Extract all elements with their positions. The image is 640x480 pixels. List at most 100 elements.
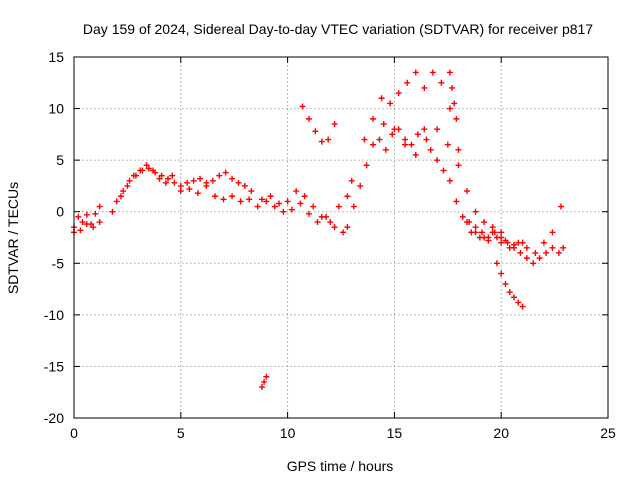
data-point — [254, 203, 261, 210]
y-tick-label: 15 — [48, 49, 64, 65]
data-point — [117, 193, 124, 200]
data-point — [412, 151, 419, 158]
data-point — [481, 219, 488, 226]
data-point — [263, 198, 270, 205]
data-point — [357, 182, 364, 189]
y-tick-label: -10 — [44, 307, 64, 323]
data-point — [478, 229, 485, 236]
data-point — [150, 167, 157, 174]
data-point — [446, 105, 453, 112]
data-point — [318, 213, 325, 220]
data-point — [408, 141, 415, 148]
series-late — [464, 203, 565, 256]
data-point — [130, 172, 137, 179]
data-point — [440, 167, 447, 174]
data-point — [489, 224, 496, 231]
data-point — [421, 126, 428, 133]
series-morning — [109, 165, 255, 215]
data-point — [427, 146, 434, 153]
data-point — [169, 172, 176, 179]
data-point — [363, 162, 370, 169]
data-point — [261, 378, 268, 385]
chart-title: Day 159 of 2024, Sidereal Day-to-day VTE… — [83, 21, 593, 37]
data-point — [378, 95, 385, 102]
data-point — [498, 239, 505, 246]
data-point — [498, 229, 505, 236]
plot-frame — [73, 56, 609, 419]
data-point — [348, 177, 355, 184]
series-evening-high — [361, 69, 505, 236]
data-point — [493, 234, 500, 241]
data-point — [549, 244, 556, 251]
data-point — [523, 255, 530, 262]
data-point — [549, 229, 556, 236]
series-midday-b — [258, 177, 355, 226]
y-tick-label: 0 — [56, 204, 64, 220]
data-point — [203, 182, 210, 189]
data-point — [216, 172, 223, 179]
data-point — [258, 196, 265, 203]
series-evening-rise — [344, 126, 567, 267]
data-point — [540, 239, 547, 246]
data-point — [229, 193, 236, 200]
series-spike — [446, 69, 460, 122]
data-point — [560, 244, 567, 251]
data-point — [453, 115, 460, 122]
data-point — [96, 203, 103, 210]
data-point — [235, 179, 242, 186]
data-point — [404, 79, 411, 86]
data-point — [158, 172, 165, 179]
data-point — [164, 175, 171, 182]
data-point — [370, 115, 377, 122]
data-point — [506, 244, 513, 251]
data-point — [434, 157, 441, 164]
data-point — [468, 229, 475, 236]
data-point — [156, 175, 163, 182]
y-tick-label: -15 — [44, 358, 64, 374]
data-point — [453, 198, 460, 205]
data-point — [340, 229, 347, 236]
data-point — [446, 69, 453, 76]
series-isolated-low — [258, 373, 270, 391]
data-point — [361, 136, 368, 143]
data-point — [109, 208, 116, 215]
data-point — [120, 188, 127, 195]
ticks-layer: 0 5 10 15 20 25 -20 -15 -10 -5 0 5 10 15 — [44, 49, 616, 441]
data-point — [402, 141, 409, 148]
data-point — [498, 270, 505, 277]
series-midday — [177, 182, 347, 236]
data-point — [555, 249, 562, 256]
data-point — [145, 165, 152, 172]
points-layer — [71, 69, 567, 391]
data-point — [464, 219, 471, 226]
data-point — [421, 84, 428, 91]
data-point — [395, 90, 402, 97]
data-point — [414, 131, 421, 138]
data-point — [258, 384, 265, 391]
data-point — [83, 211, 90, 218]
data-point — [530, 260, 537, 267]
grid-layer — [74, 57, 608, 418]
data-point — [301, 193, 308, 200]
x-tick-label: 20 — [493, 425, 509, 441]
data-point — [519, 239, 526, 246]
data-point — [380, 121, 387, 128]
data-point — [79, 219, 86, 226]
data-point — [493, 260, 500, 267]
y-tick-label: 10 — [48, 101, 64, 117]
data-point — [455, 162, 462, 169]
data-point — [434, 126, 441, 133]
data-point — [402, 136, 409, 143]
y-axis-label: SDTVAR / TECUs — [5, 182, 21, 294]
data-point — [511, 294, 518, 301]
series-early — [71, 203, 103, 231]
data-point — [288, 206, 295, 213]
data-point — [511, 241, 518, 248]
data-point — [376, 136, 383, 143]
data-point — [197, 175, 204, 182]
data-point — [455, 146, 462, 153]
data-point — [446, 177, 453, 184]
data-point — [263, 373, 270, 380]
data-point — [523, 244, 530, 251]
data-point — [558, 203, 565, 210]
